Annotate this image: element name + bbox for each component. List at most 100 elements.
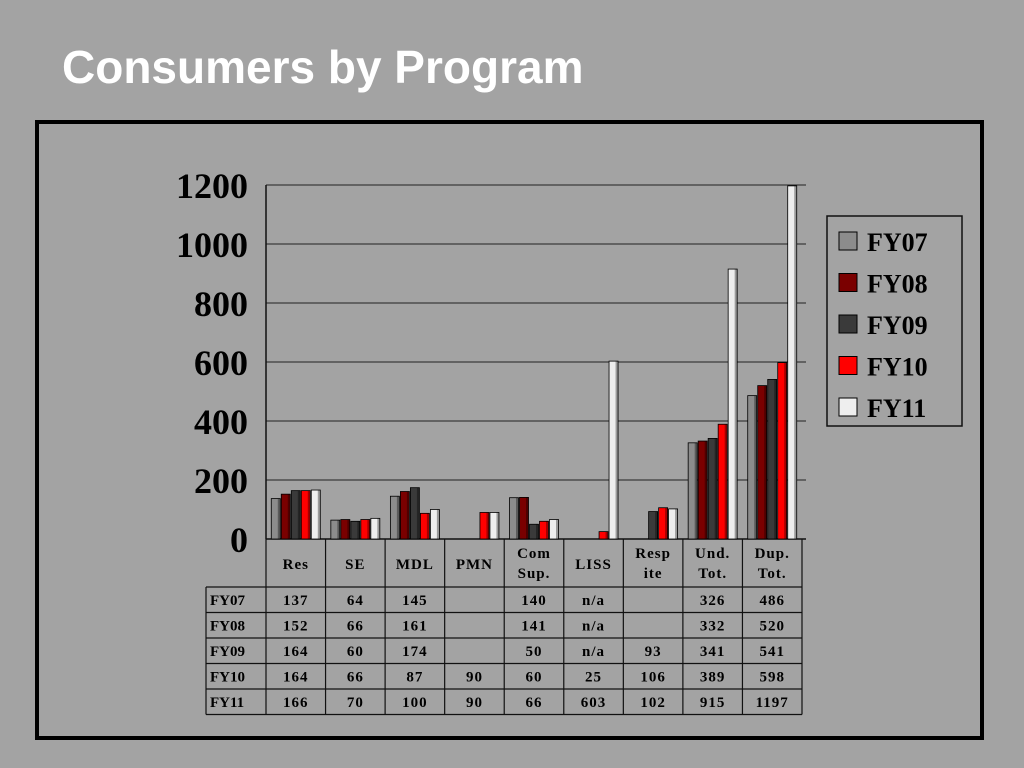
category-label: Tot. — [758, 566, 787, 582]
bar-fy11 — [608, 360, 619, 540]
data-label: 140 — [521, 593, 547, 609]
bar-fy09 — [409, 487, 420, 540]
bar-shade — [426, 513, 430, 539]
data-label: 100 — [402, 695, 428, 711]
bar-shade — [416, 487, 420, 539]
bar-fy11 — [370, 517, 381, 540]
bar-shade — [724, 424, 728, 539]
data-label: 326 — [700, 593, 726, 609]
bar-fy10 — [658, 507, 669, 540]
category-label: ite — [644, 566, 663, 582]
y-tick-label: 1000 — [176, 225, 248, 265]
bar-shade — [694, 442, 698, 539]
bar-fy08 — [757, 385, 768, 540]
bar-fy09 — [529, 523, 539, 540]
data-label: 166 — [283, 695, 309, 711]
bar-shade — [516, 497, 519, 539]
data-label: 598 — [759, 670, 785, 686]
bar-fy09 — [648, 511, 659, 540]
data-label: 1197 — [756, 695, 789, 711]
bar-shade — [605, 531, 609, 539]
legend-swatch-fy11 — [838, 397, 858, 417]
data-label: 486 — [759, 593, 785, 609]
bar-shade — [307, 490, 311, 539]
bar-fy11 — [429, 509, 440, 540]
legend-swatch-fy09 — [838, 314, 858, 334]
category-label: Res — [283, 557, 309, 573]
slide-title: Consumers by Program — [62, 41, 584, 93]
bar-fy10 — [479, 512, 490, 540]
data-label: 915 — [700, 695, 726, 711]
bar-fy10 — [360, 519, 371, 540]
bar-shade — [794, 185, 797, 539]
bar-shade — [357, 521, 360, 539]
bar-shade — [784, 362, 787, 539]
bar-shade — [704, 441, 708, 539]
data-label: 25 — [585, 670, 602, 686]
data-label: 341 — [700, 644, 726, 660]
data-label: 164 — [283, 670, 309, 686]
data-label: 66 — [526, 695, 543, 711]
category-label: Resp — [635, 546, 671, 562]
data-label: 174 — [402, 644, 428, 660]
legend-swatch-fy07 — [838, 231, 858, 251]
y-tick-label: 1200 — [176, 166, 248, 206]
table-row-label: FY09 — [210, 644, 245, 660]
bar-shade — [526, 497, 529, 539]
data-label: n/a — [582, 644, 605, 660]
bar-fy11 — [310, 489, 321, 540]
bar-shade — [367, 519, 370, 539]
category-label: MDL — [396, 557, 434, 573]
bar-fy10 — [539, 520, 549, 540]
bar-fy11 — [727, 268, 738, 540]
data-label: 66 — [347, 619, 364, 635]
bar-fy10 — [777, 362, 788, 540]
bar-shade — [774, 379, 777, 539]
y-tick-label: 800 — [194, 284, 248, 324]
data-label: 137 — [283, 593, 309, 609]
bar-fy09 — [290, 490, 301, 540]
bar-fy11 — [787, 185, 798, 540]
bar-fy09 — [350, 520, 361, 540]
data-label: 90 — [466, 695, 483, 711]
y-tick-label: 600 — [194, 343, 248, 383]
data-label: 145 — [402, 593, 428, 609]
bar-fy11 — [549, 519, 559, 540]
category-label: LISS — [575, 557, 612, 573]
data-label: n/a — [582, 619, 605, 635]
bar-fy07 — [270, 498, 281, 540]
data-label: 141 — [521, 619, 547, 635]
legend-label: FY09 — [867, 311, 928, 340]
category-label: Dup. — [755, 546, 790, 562]
bar-shade — [486, 512, 489, 539]
data-label: 87 — [406, 670, 423, 686]
chart-frame: 0 200 400 600 800 1000 1200 Res SE MDL PMN Com Sup. L… — [35, 120, 984, 740]
data-label: 541 — [759, 644, 785, 660]
data-label: 389 — [700, 670, 726, 686]
table-row-label: FY07 — [210, 593, 245, 609]
bar-shade — [714, 438, 718, 539]
bar-shade — [734, 269, 738, 539]
legend-label: FY08 — [867, 270, 928, 299]
bar-shade — [317, 490, 321, 539]
data-label: 164 — [283, 644, 309, 660]
bar-fy07 — [687, 442, 698, 540]
bar-shade — [536, 524, 539, 539]
bar-fy09 — [707, 438, 718, 540]
data-label: 66 — [347, 670, 364, 686]
table-row-label: FY11 — [210, 695, 244, 711]
y-tick-label: 200 — [194, 461, 248, 501]
bar-shade — [556, 519, 559, 539]
data-label: 93 — [645, 644, 662, 660]
bar-fy08 — [697, 440, 708, 540]
bar-fy10 — [598, 531, 609, 540]
legend-label: FY11 — [867, 394, 926, 423]
bar-shade — [406, 491, 410, 539]
table-row-label: FY08 — [210, 619, 245, 635]
bar-shade — [496, 512, 499, 539]
data-label: 60 — [347, 644, 364, 660]
bar-shade — [396, 496, 400, 539]
bar-fy08 — [280, 493, 291, 540]
legend-swatch-fy10 — [838, 356, 858, 375]
bar-shade — [347, 519, 350, 539]
